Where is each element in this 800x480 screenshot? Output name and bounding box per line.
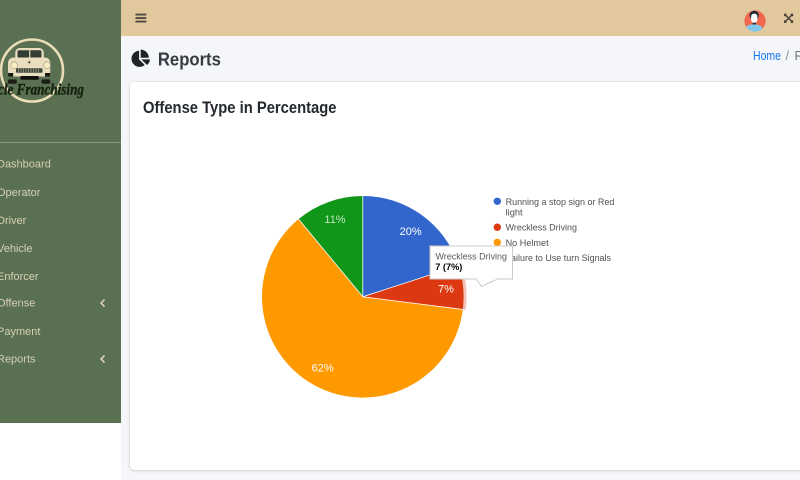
- svg-text:Operator: Operator: [0, 187, 41, 199]
- svg-text:Home: Home: [753, 49, 781, 63]
- svg-text:No Helmet: No Helmet: [506, 238, 549, 249]
- svg-text:Tricycle Franchising: Tricycle Franchising: [0, 82, 84, 99]
- svg-text:Driver: Driver: [0, 215, 27, 227]
- svg-text:7 (7%): 7 (7%): [435, 262, 462, 273]
- svg-text:Wreckless Driving: Wreckless Driving: [436, 252, 508, 263]
- svg-text:20%: 20%: [400, 226, 422, 238]
- svg-text:Reports: Reports: [0, 354, 36, 366]
- svg-text:Offense: Offense: [0, 298, 35, 310]
- svg-text:Reports: Reports: [795, 49, 800, 63]
- svg-text:Running a stop sign or Red: Running a stop sign or Red: [506, 197, 615, 208]
- svg-text:Enforcer: Enforcer: [0, 271, 39, 283]
- svg-text:11%: 11%: [324, 214, 345, 226]
- svg-text:Failure to Use turn Signals: Failure to Use turn Signals: [506, 253, 612, 264]
- svg-text:62%: 62%: [312, 363, 334, 375]
- svg-text:Offense Type in Percentage: Offense Type in Percentage: [143, 98, 337, 117]
- svg-text:/: /: [786, 49, 790, 63]
- svg-text:Dashboard: Dashboard: [0, 159, 51, 171]
- svg-text:Wreckless Driving: Wreckless Driving: [506, 223, 577, 234]
- svg-text:Payment: Payment: [0, 326, 40, 338]
- svg-text:7%: 7%: [438, 283, 454, 295]
- svg-text:Vehicle: Vehicle: [0, 243, 32, 255]
- svg-text:Reports: Reports: [158, 49, 221, 70]
- svg-text:light: light: [506, 208, 523, 219]
